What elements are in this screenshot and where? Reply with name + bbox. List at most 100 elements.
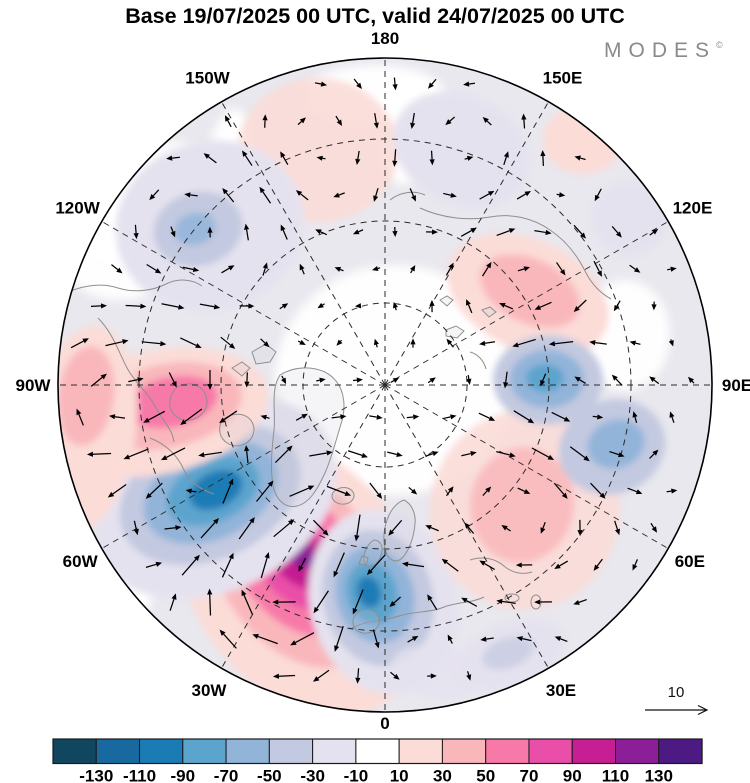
wind-arrow-head-icon bbox=[559, 269, 566, 276]
wind-arrow bbox=[577, 299, 587, 309]
wind-arrow bbox=[128, 379, 138, 383]
wind-arrow-head-icon bbox=[316, 155, 323, 161]
wind-arrow bbox=[579, 379, 586, 384]
wind-arrow bbox=[370, 554, 386, 571]
coastline-europe bbox=[351, 596, 485, 629]
wind-arrow-head-icon bbox=[393, 673, 400, 680]
wind-arrow-head-icon bbox=[354, 303, 362, 309]
wind-arrow bbox=[502, 600, 516, 604]
wind-arrow-head-icon bbox=[280, 224, 286, 231]
wind-arrow-head-icon bbox=[224, 115, 231, 122]
wind-arrow bbox=[353, 78, 359, 85]
wind-arrow-head-icon bbox=[281, 377, 287, 385]
wind-arrow bbox=[149, 482, 163, 496]
wind-arrow-head-icon bbox=[583, 455, 590, 462]
wind-arrow-head-icon bbox=[508, 228, 516, 234]
wind-arrow-head-icon bbox=[671, 488, 678, 494]
wind-arrow-head-icon bbox=[431, 229, 438, 235]
wind-arrow-head-icon bbox=[593, 564, 600, 571]
wind-arrow bbox=[184, 408, 203, 422]
wind-arrow bbox=[393, 596, 401, 604]
wind-arrow-head-icon bbox=[207, 588, 213, 595]
wind-arrow-head-icon bbox=[166, 155, 173, 161]
wind-arrow-head-icon bbox=[170, 230, 176, 238]
wind-arrow bbox=[295, 416, 303, 421]
wind-arrow-head-icon bbox=[334, 645, 340, 652]
wind-arrow bbox=[409, 188, 415, 197]
wind-arrow bbox=[595, 342, 607, 345]
wind-arrow-head-icon bbox=[512, 342, 519, 348]
wind-arrow-head-icon bbox=[466, 378, 472, 385]
wind-arrow-head-icon bbox=[410, 265, 416, 272]
wind-arrow bbox=[357, 668, 360, 678]
wind-arrow-head-icon bbox=[448, 262, 454, 270]
wind-arrow bbox=[553, 482, 565, 495]
wind-arrow bbox=[331, 416, 341, 419]
wind-arrow-head-icon bbox=[392, 84, 398, 91]
wind-arrow-head-icon bbox=[561, 492, 568, 499]
wind-arrow bbox=[180, 337, 197, 347]
wind-arrow-head-icon bbox=[100, 373, 107, 380]
wind-arrow bbox=[221, 267, 230, 274]
wind-arrow-head-icon bbox=[344, 491, 352, 496]
wind-arrow-head-icon bbox=[651, 228, 659, 235]
anomaly-contour-fill bbox=[57, 346, 115, 446]
wind-arrow-head-icon bbox=[244, 445, 250, 452]
map-boundary-circle bbox=[57, 57, 713, 713]
wind-arrow bbox=[425, 453, 434, 457]
wind-arrow bbox=[542, 522, 546, 529]
wind-arrow-head-icon bbox=[411, 635, 419, 642]
wind-arrow-head-icon bbox=[100, 303, 108, 309]
wind-arrow bbox=[390, 671, 396, 677]
coastline-greenland bbox=[270, 367, 345, 507]
wind-arrow bbox=[627, 487, 638, 493]
longitude-label-30E: 30E bbox=[546, 681, 576, 700]
wind-arrow bbox=[262, 267, 266, 276]
wind-arrow-head-icon bbox=[133, 232, 139, 240]
coastline-franz-josef bbox=[481, 306, 497, 318]
wind-arrow-head-icon bbox=[392, 230, 398, 238]
colorbar-frame bbox=[52, 738, 703, 765]
wind-arrow-head-icon bbox=[635, 489, 643, 495]
wind-arrow bbox=[464, 157, 468, 160]
wind-arrow bbox=[169, 598, 175, 611]
coastline-balkans bbox=[469, 557, 533, 574]
colorbar-cell bbox=[398, 738, 443, 764]
wind-arrow-head-icon bbox=[545, 229, 552, 236]
wind-arrow-head-icon bbox=[499, 303, 506, 308]
wind-arrow bbox=[503, 156, 507, 165]
anomaly-contour-fill bbox=[356, 576, 382, 608]
wind-arrow bbox=[300, 193, 309, 201]
wind-arrow-head-icon bbox=[133, 528, 139, 536]
colorbar-cell bbox=[52, 738, 97, 764]
anomaly-contour-fill bbox=[392, 91, 532, 209]
coastline-svalbard bbox=[445, 325, 465, 339]
wind-arrow bbox=[467, 374, 470, 380]
wind-arrow bbox=[534, 229, 546, 234]
wind-arrow-head-icon bbox=[618, 452, 625, 458]
wind-arrow-head-icon bbox=[356, 377, 363, 383]
wind-arrow-head-icon bbox=[366, 568, 373, 576]
wind-arrow-head-icon bbox=[515, 562, 522, 568]
wind-arrow bbox=[466, 599, 478, 607]
wind-arrow bbox=[78, 413, 84, 426]
longitude-label-120W: 120W bbox=[55, 199, 100, 218]
wind-arrow bbox=[486, 637, 494, 640]
wind-arrow-head-icon bbox=[272, 599, 279, 605]
wind-arrow-head-icon bbox=[668, 340, 674, 347]
wind-arrow bbox=[111, 264, 119, 271]
wind-arrow bbox=[691, 380, 695, 384]
wind-arrow-head-icon bbox=[355, 677, 361, 684]
wind-arrow bbox=[316, 379, 320, 382]
wind-arrow bbox=[314, 82, 322, 85]
longitude-labels: 180 150W 150E 120W 120E 90W 90E 60W 60E 30W 30E 0 bbox=[16, 29, 750, 733]
wind-arrow-head-icon bbox=[219, 417, 226, 424]
wind-arrow bbox=[394, 149, 397, 161]
wind-arrow bbox=[449, 116, 456, 122]
wind-arrow bbox=[407, 638, 414, 643]
wind-arrow-head-icon bbox=[649, 376, 656, 383]
wind-arrow bbox=[393, 77, 396, 85]
wind-arrow-head-icon bbox=[155, 561, 163, 567]
wind-arrow bbox=[301, 269, 305, 275]
wind-arrow-head-icon bbox=[267, 480, 274, 487]
